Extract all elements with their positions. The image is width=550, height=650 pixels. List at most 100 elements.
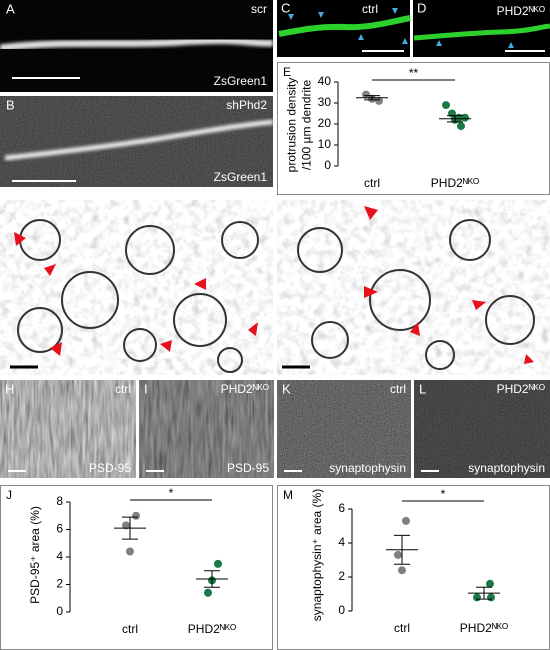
data-point [442, 101, 450, 110]
y-axis-label: PSD-95⁺ area (%) [28, 506, 42, 604]
panel-label: ctrl [115, 382, 131, 396]
arrowheads [288, 8, 408, 44]
y-tick-label: 0 [56, 604, 63, 618]
data-point [486, 579, 494, 588]
y-tick-label: 20 [318, 116, 332, 130]
panel-label: PHD2ᴺᴷᴼ [497, 4, 545, 18]
data-point [473, 593, 481, 602]
y-tick-label: 6 [338, 501, 345, 515]
panel-letter: E [283, 65, 291, 79]
arrowheads [364, 206, 534, 364]
data-point [214, 559, 222, 568]
panel-label: shPhd2 [226, 98, 267, 112]
micrograph-noise [277, 380, 411, 478]
data-point [487, 593, 495, 602]
x-tick-label: PHD2ᴺᴷᴼ [188, 622, 236, 636]
data-point [394, 550, 402, 559]
x-tick-label: ctrl [122, 622, 138, 636]
dendrite [0, 37, 274, 52]
panel-label: ctrl [390, 382, 406, 396]
y-tick-label: 0 [338, 603, 345, 617]
data-point [457, 122, 465, 131]
data-point [204, 588, 212, 597]
x-tick-label: PHD2ᴺᴷᴼ [431, 176, 479, 190]
y-axis-label: /100 µm dendrite [300, 80, 314, 171]
x-tick-label: ctrl [364, 176, 380, 190]
panel-label: synaptophysin [329, 461, 406, 475]
panel-label: PSD-95 [89, 461, 131, 475]
y-tick-label: 30 [318, 95, 332, 109]
micrograph [277, 200, 550, 375]
panel-label: ZsGreen1 [214, 170, 268, 184]
panel-label: PHD2ᴺᴷᴼ [221, 382, 269, 396]
data-point [126, 547, 134, 556]
panel-letter: J [6, 488, 12, 502]
y-tick-label: 40 [318, 74, 332, 88]
data-point [398, 566, 406, 575]
significance-label: * [169, 486, 174, 500]
arrowheads [436, 40, 514, 48]
data-point [122, 521, 130, 530]
panel-k: K ctrl synaptophysin [277, 380, 411, 478]
x-tick-label: PHD2ᴺᴷᴼ [460, 621, 508, 635]
panel-letter: B [6, 97, 15, 112]
y-tick-label: 2 [56, 577, 63, 591]
arrowheads [14, 232, 258, 356]
data-point [461, 113, 469, 122]
y-axis-label: synaptophysin⁺ area (%) [310, 489, 324, 621]
panel-l: L PHD2ᴺᴷᴼ synaptophysin [414, 380, 550, 478]
panel-d: D PHD2ᴺᴷᴼ [413, 0, 550, 57]
panel-h: H ctrl PSD-95 [0, 380, 136, 478]
panel-label: PHD2ᴺᴷᴼ [497, 382, 545, 396]
significance-label: ** [409, 66, 419, 80]
data-point [402, 516, 410, 525]
y-tick-label: 4 [56, 549, 63, 563]
y-tick-label: 8 [56, 494, 63, 508]
dendrite [4, 119, 274, 161]
x-tick-label: ctrl [394, 621, 410, 635]
data-point [362, 90, 370, 99]
panel-b: B shPhd2 ZsGreen1 [0, 96, 274, 187]
panel-letter: F [5, 201, 13, 216]
micrograph-noise [0, 380, 136, 478]
panel-label: ctrl [251, 202, 267, 216]
panel-letter: A [6, 1, 15, 16]
panel-letter: G [282, 201, 292, 216]
y-tick-label: 4 [338, 535, 345, 549]
data-point [132, 511, 140, 520]
panel-letter: K [282, 381, 291, 396]
panel-label: PHD2ᴺᴷᴼ [497, 202, 545, 216]
y-tick-label: 6 [56, 522, 63, 536]
membranes [297, 219, 535, 370]
panel-letter: I [144, 381, 148, 396]
significance-label: * [441, 487, 446, 501]
data-point [375, 96, 383, 105]
panel-g: G PHD2ᴺᴷᴼ [277, 200, 550, 375]
y-axis-label: protrusion density [285, 78, 299, 173]
panel-label: scr [251, 2, 267, 16]
y-tick-label: 10 [318, 137, 332, 151]
dendrite [413, 23, 550, 41]
dendrite [278, 15, 411, 37]
panel-letter: L [419, 381, 426, 396]
panel-label: ctrl [362, 2, 378, 16]
micrograph-noise [139, 380, 274, 478]
panel-label: ZsGreen1 [214, 74, 268, 88]
panel-c: C ctrl [277, 0, 411, 57]
chart-frame [277, 485, 550, 650]
y-tick-label: 0 [324, 158, 331, 172]
panel-letter: D [417, 0, 426, 15]
panel-i: I PHD2ᴺᴷᴼ PSD-95 [139, 380, 274, 478]
panel-letter: C [281, 0, 290, 15]
panel-label: PSD-95 [227, 461, 269, 475]
panel-label: synaptophysin [468, 461, 545, 475]
panel-f: F ctrl [0, 200, 273, 375]
micrograph-noise [414, 380, 550, 478]
chart-frame [277, 62, 550, 195]
panel-letter: H [5, 381, 14, 396]
membranes [17, 219, 259, 373]
y-tick-label: 2 [338, 569, 345, 583]
panel-a: A scr ZsGreen1 [0, 0, 274, 92]
